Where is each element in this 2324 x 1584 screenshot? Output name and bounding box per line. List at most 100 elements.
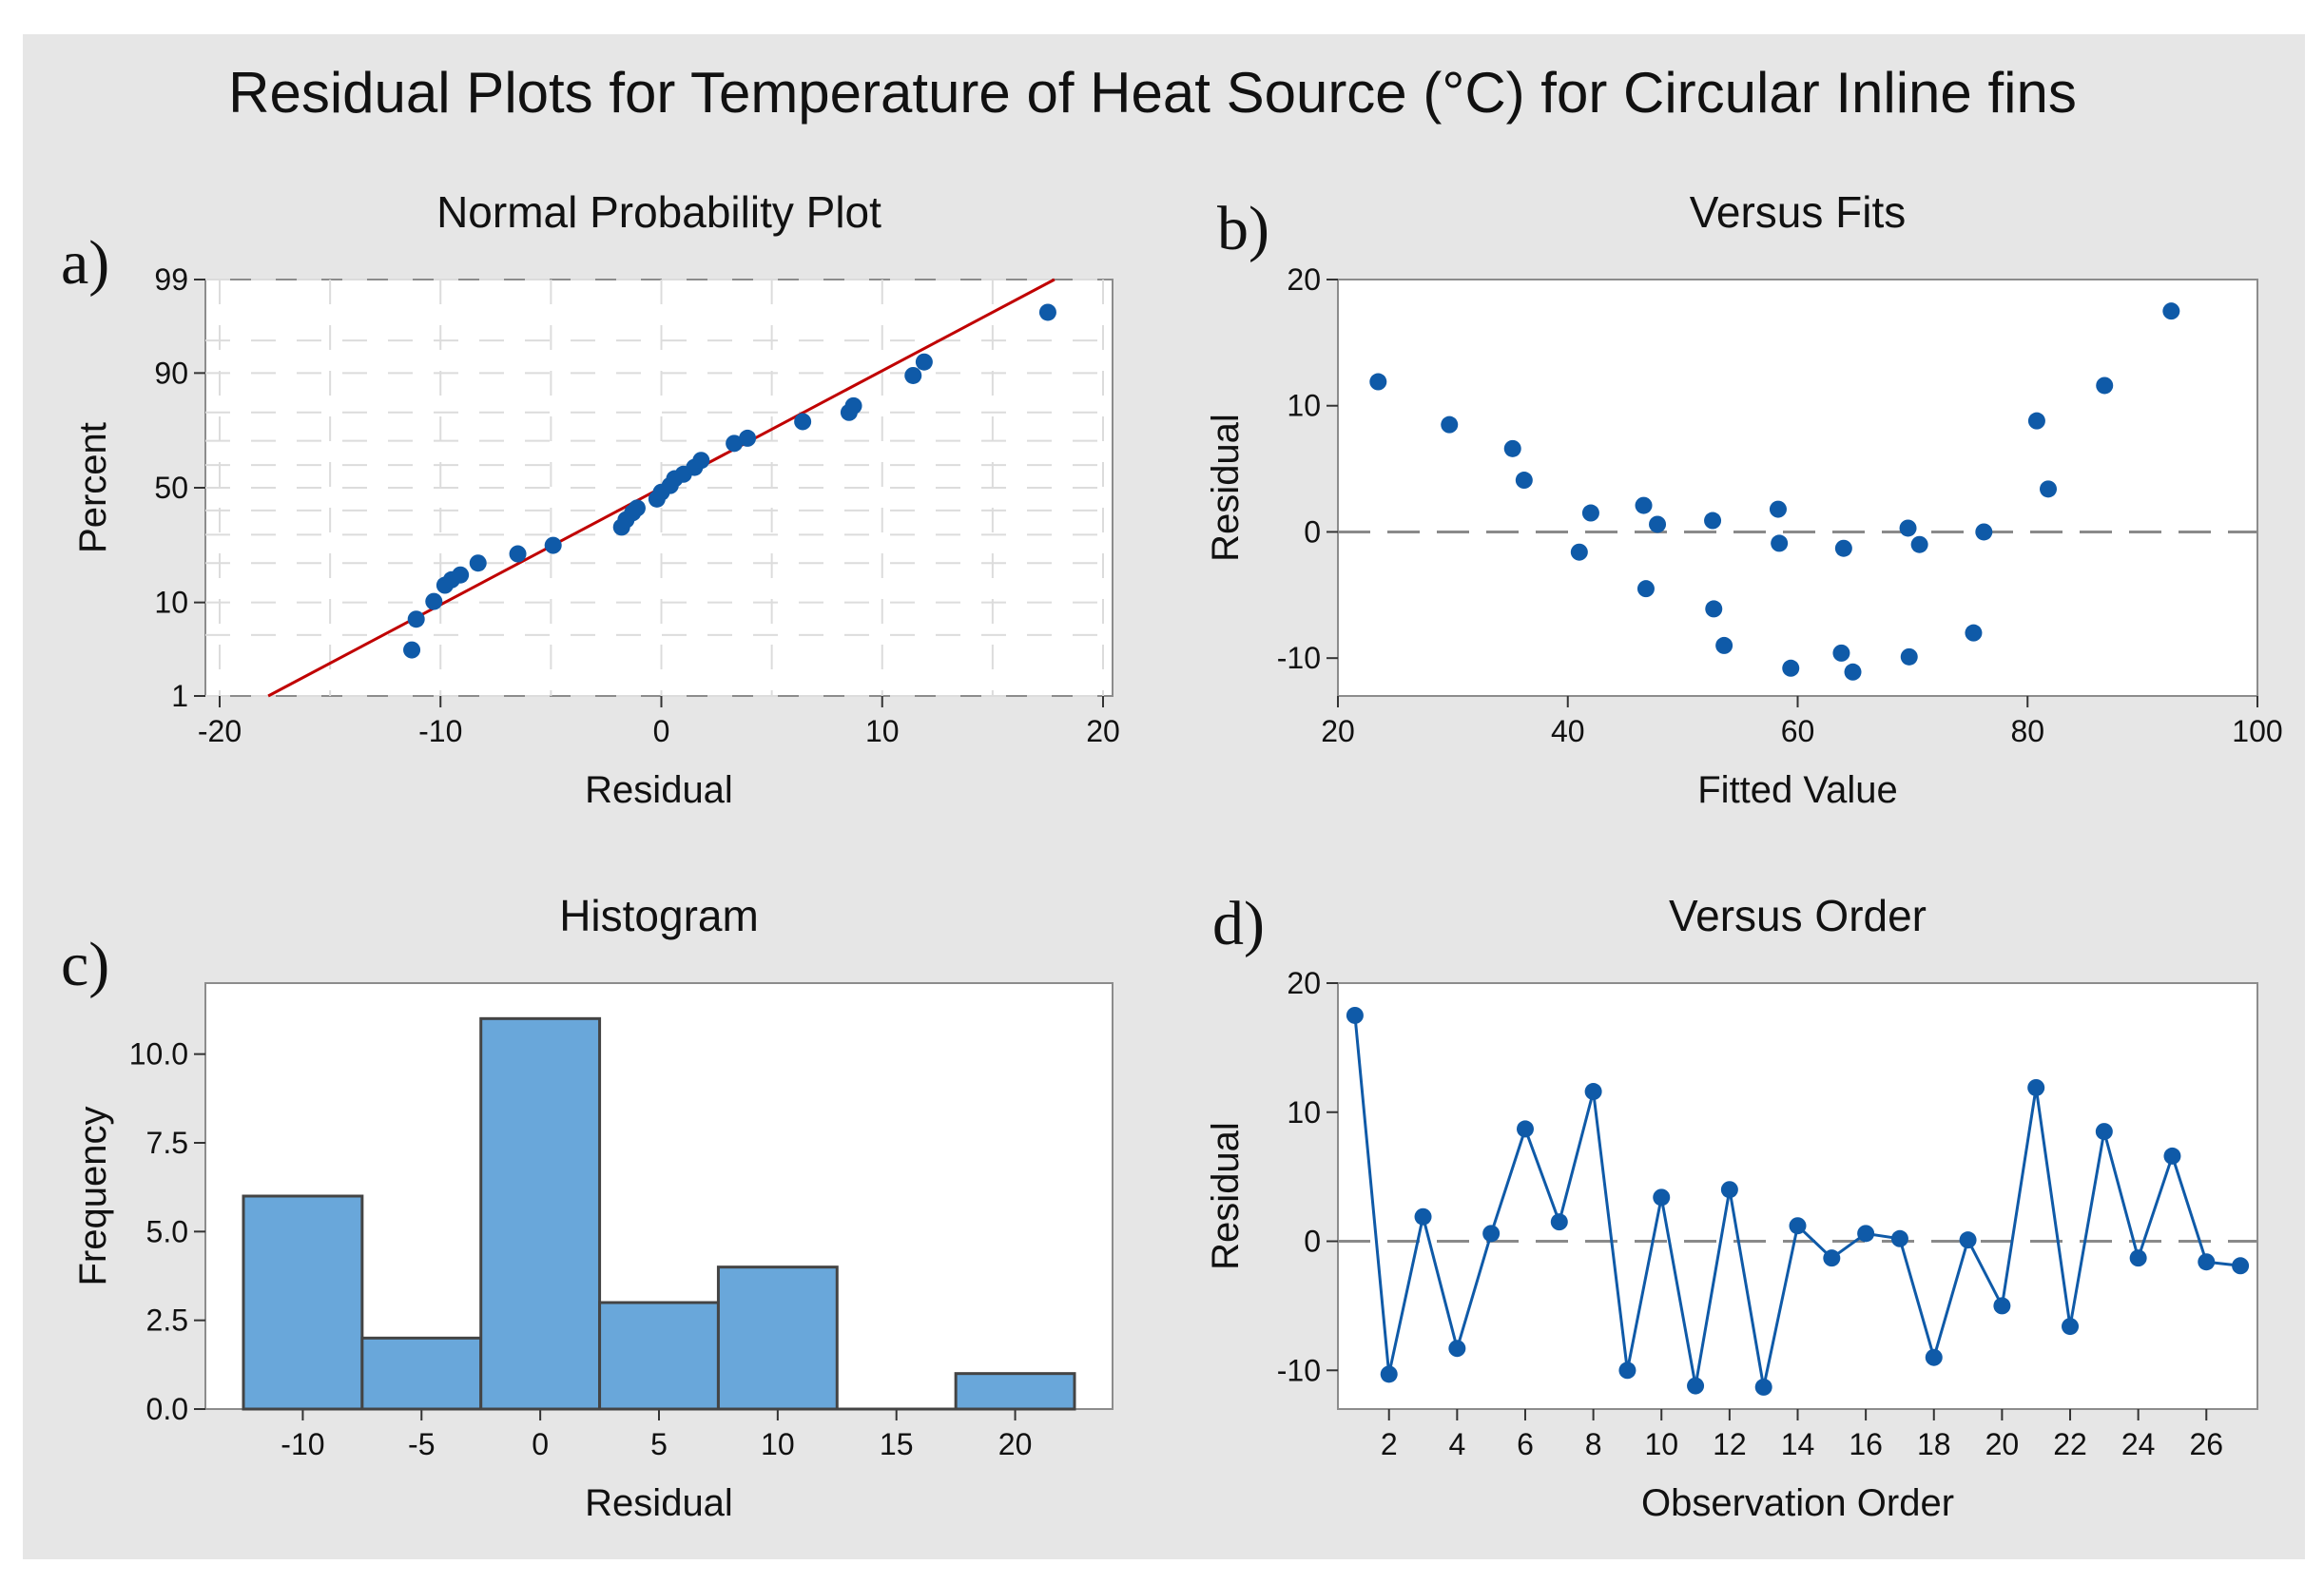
- data-point: [2162, 302, 2180, 320]
- x-tick-label: 40: [1551, 714, 1585, 748]
- data-point: [1715, 636, 1733, 654]
- data-point: [1414, 1207, 1432, 1226]
- data-point: [1038, 303, 1056, 321]
- x-tick-label: 0: [653, 714, 670, 748]
- data-point: [1789, 1217, 1807, 1235]
- data-point: [403, 641, 421, 659]
- panel-versus-order: Versus Order d) Observation Order Residual 2…: [1205, 889, 2258, 1524]
- data-point: [1771, 534, 1789, 552]
- y-tick-label: 20: [1287, 262, 1321, 297]
- x-axis-label: Observation Order: [1641, 1482, 1954, 1524]
- y-tick-label: 10: [154, 586, 188, 620]
- data-point: [1448, 1340, 1466, 1358]
- data-point: [1618, 1362, 1636, 1380]
- panel-label: b): [1217, 194, 1269, 263]
- y-tick-label: 20: [1287, 966, 1321, 1000]
- y-tick-label: 10.0: [129, 1037, 188, 1072]
- y-axis-label: Frequency: [72, 1107, 114, 1286]
- data-point: [407, 610, 425, 628]
- x-tick-label: 10: [865, 714, 900, 748]
- data-point: [1754, 1378, 1772, 1396]
- x-tick-label: 10: [761, 1427, 795, 1461]
- x-tick-label: 15: [880, 1427, 914, 1461]
- x-tick-label: 20: [1086, 714, 1120, 748]
- x-tick-label: 0: [532, 1427, 549, 1461]
- x-tick-label: 10: [1644, 1427, 1678, 1461]
- x-tick-label: 18: [1917, 1427, 1951, 1461]
- data-point: [1516, 1120, 1534, 1138]
- data-point: [2232, 1257, 2250, 1275]
- y-tick-label: -10: [1277, 1353, 1321, 1387]
- data-point: [1687, 1377, 1705, 1395]
- data-point: [1570, 543, 1588, 561]
- data-point: [904, 366, 922, 384]
- y-tick-label: 0: [1304, 1225, 1321, 1259]
- x-tick-label: 22: [2053, 1427, 2087, 1461]
- y-tick-label: 50: [154, 471, 188, 505]
- data-point: [1584, 1083, 1602, 1101]
- x-tick-label: 2: [1381, 1427, 1398, 1461]
- histogram-bar: [479, 1016, 602, 1411]
- y-tick-label: -10: [1277, 641, 1321, 675]
- data-point: [2027, 412, 2045, 430]
- histogram-bar: [716, 1265, 839, 1411]
- y-tick-label: 5.0: [146, 1214, 188, 1248]
- data-point: [1705, 600, 1723, 618]
- plot-area: [1337, 279, 2258, 697]
- data-point: [1925, 1348, 1943, 1366]
- x-tick-label: 4: [1448, 1427, 1465, 1461]
- y-tick-label: 0: [1304, 514, 1321, 549]
- data-point: [739, 429, 757, 447]
- data-point: [794, 413, 812, 431]
- data-point: [1581, 504, 1599, 522]
- x-tick-label: 26: [2189, 1427, 2223, 1461]
- x-tick-label: 80: [2010, 714, 2044, 748]
- y-tick-label: 10: [1287, 1095, 1321, 1130]
- data-point: [1899, 519, 1917, 537]
- data-point: [1900, 647, 1918, 666]
- panel-title: Versus Order: [1669, 891, 1927, 940]
- data-point: [469, 554, 487, 572]
- data-point: [1959, 1231, 1977, 1249]
- x-tick-label: -10: [418, 714, 462, 748]
- y-tick-label: 7.5: [146, 1126, 188, 1160]
- panel-title: Histogram: [559, 891, 759, 940]
- y-tick-label: 0.0: [146, 1392, 188, 1426]
- data-point: [1503, 439, 1521, 457]
- data-point: [2062, 1318, 2080, 1336]
- x-tick-label: 100: [2232, 714, 2282, 748]
- x-tick-label: 20: [1985, 1427, 2020, 1461]
- panel-label: d): [1212, 889, 1265, 958]
- data-point: [2129, 1249, 2147, 1267]
- y-axis-label: Percent: [72, 422, 114, 553]
- x-axis-label: Fitted Value: [1697, 769, 1898, 811]
- data-point: [1380, 1365, 1398, 1383]
- data-point: [1910, 535, 1928, 553]
- data-point: [1704, 512, 1722, 530]
- data-point: [2040, 480, 2058, 498]
- data-point: [2198, 1253, 2216, 1271]
- data-point: [1782, 659, 1800, 677]
- data-point: [628, 499, 646, 517]
- data-point: [2096, 377, 2114, 395]
- data-point: [1515, 472, 1533, 490]
- x-tick-label: 5: [650, 1427, 668, 1461]
- x-tick-label: 12: [1713, 1427, 1747, 1461]
- data-point: [1823, 1249, 1841, 1267]
- data-point: [1346, 1006, 1364, 1024]
- x-tick-label: 20: [1321, 714, 1355, 748]
- histogram-bar: [242, 1194, 364, 1411]
- x-tick-label: -10: [281, 1427, 324, 1461]
- plot-area: [1337, 982, 2258, 1410]
- x-axis-label: Residual: [585, 769, 733, 811]
- data-point: [1635, 496, 1653, 514]
- y-axis-label: Residual: [1205, 414, 1247, 562]
- data-point: [425, 592, 443, 610]
- data-point: [1975, 523, 1993, 541]
- y-tick-label: 90: [154, 356, 188, 390]
- panel-label: a): [61, 228, 109, 298]
- data-point: [1844, 663, 1862, 681]
- data-point: [1441, 415, 1459, 434]
